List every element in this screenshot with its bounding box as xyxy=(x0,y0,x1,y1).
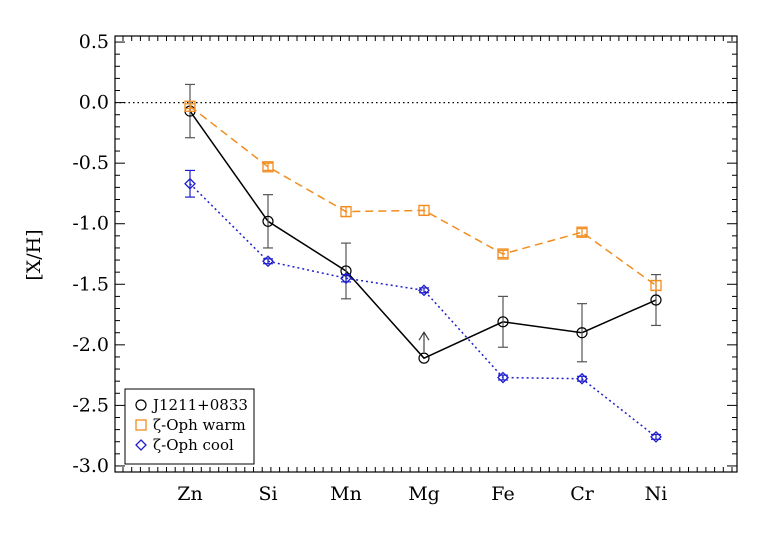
y-tick-label: -1.0 xyxy=(72,213,109,235)
series-2 xyxy=(184,169,662,443)
x-tick-label: Cr xyxy=(570,483,595,505)
data-point xyxy=(497,371,509,384)
x-tick-label: Si xyxy=(258,483,277,505)
data-point xyxy=(340,272,352,285)
x-tick-label: Mg xyxy=(408,483,440,505)
series-line xyxy=(189,105,657,287)
y-tick-label: -2.0 xyxy=(72,334,109,356)
legend-marker xyxy=(135,419,147,431)
legend-label: ζ-Oph cool xyxy=(153,436,234,454)
legend-items: J1211+0833 ζ-Oph warm ζ-Oph cool xyxy=(135,396,248,454)
y-tick-label: 0.0 xyxy=(79,92,109,114)
legend-label: ζ-Oph warm xyxy=(153,416,246,434)
x-tick-label: Ni xyxy=(645,483,668,505)
data-point xyxy=(418,284,430,297)
data-point xyxy=(576,226,588,238)
data-point xyxy=(576,327,588,339)
data-point xyxy=(650,430,662,443)
data-point xyxy=(650,294,662,306)
data-point xyxy=(497,248,509,260)
y-tick-label: -1.5 xyxy=(72,273,109,295)
data-point xyxy=(340,205,352,218)
y-tick-label: -2.5 xyxy=(72,394,109,416)
legend-label: J1211+0833 xyxy=(151,396,248,414)
data-point xyxy=(497,316,509,328)
y-tick-label: -0.5 xyxy=(72,152,109,174)
data-point xyxy=(184,100,196,112)
series-0 xyxy=(184,83,662,364)
series-1 xyxy=(184,100,662,292)
lower-limit-arrowhead xyxy=(418,331,430,341)
plot-frame xyxy=(114,35,738,473)
y-tick-label: -3.0 xyxy=(72,455,109,477)
legend-marker xyxy=(135,399,147,411)
axis-tick-labels: 0.5 0.0 -0.5 -1.0 -1.5 -2.0 -2.5 -3.0 Zn Si Mn Mg Fe… xyxy=(72,31,667,505)
legend: J1211+0833 ζ-Oph warm ζ-Oph cool xyxy=(124,388,255,465)
data-point xyxy=(262,215,274,227)
x-tick-label: Mn xyxy=(330,483,362,505)
data-point xyxy=(262,161,274,173)
data-point xyxy=(418,352,430,364)
x-tick-label: Zn xyxy=(177,483,202,505)
data-point xyxy=(576,372,588,385)
series-line xyxy=(189,183,657,438)
data-point xyxy=(262,255,274,268)
y-tick-label: 0.5 xyxy=(79,31,109,53)
axis-ticks xyxy=(115,36,737,472)
y-axis-label: [X/H] xyxy=(23,229,45,280)
series-layer xyxy=(184,83,662,443)
data-point xyxy=(650,279,662,292)
x-tick-label: Fe xyxy=(491,483,514,505)
legend-marker xyxy=(135,439,147,451)
data-point xyxy=(418,204,430,217)
data-point xyxy=(184,177,196,190)
